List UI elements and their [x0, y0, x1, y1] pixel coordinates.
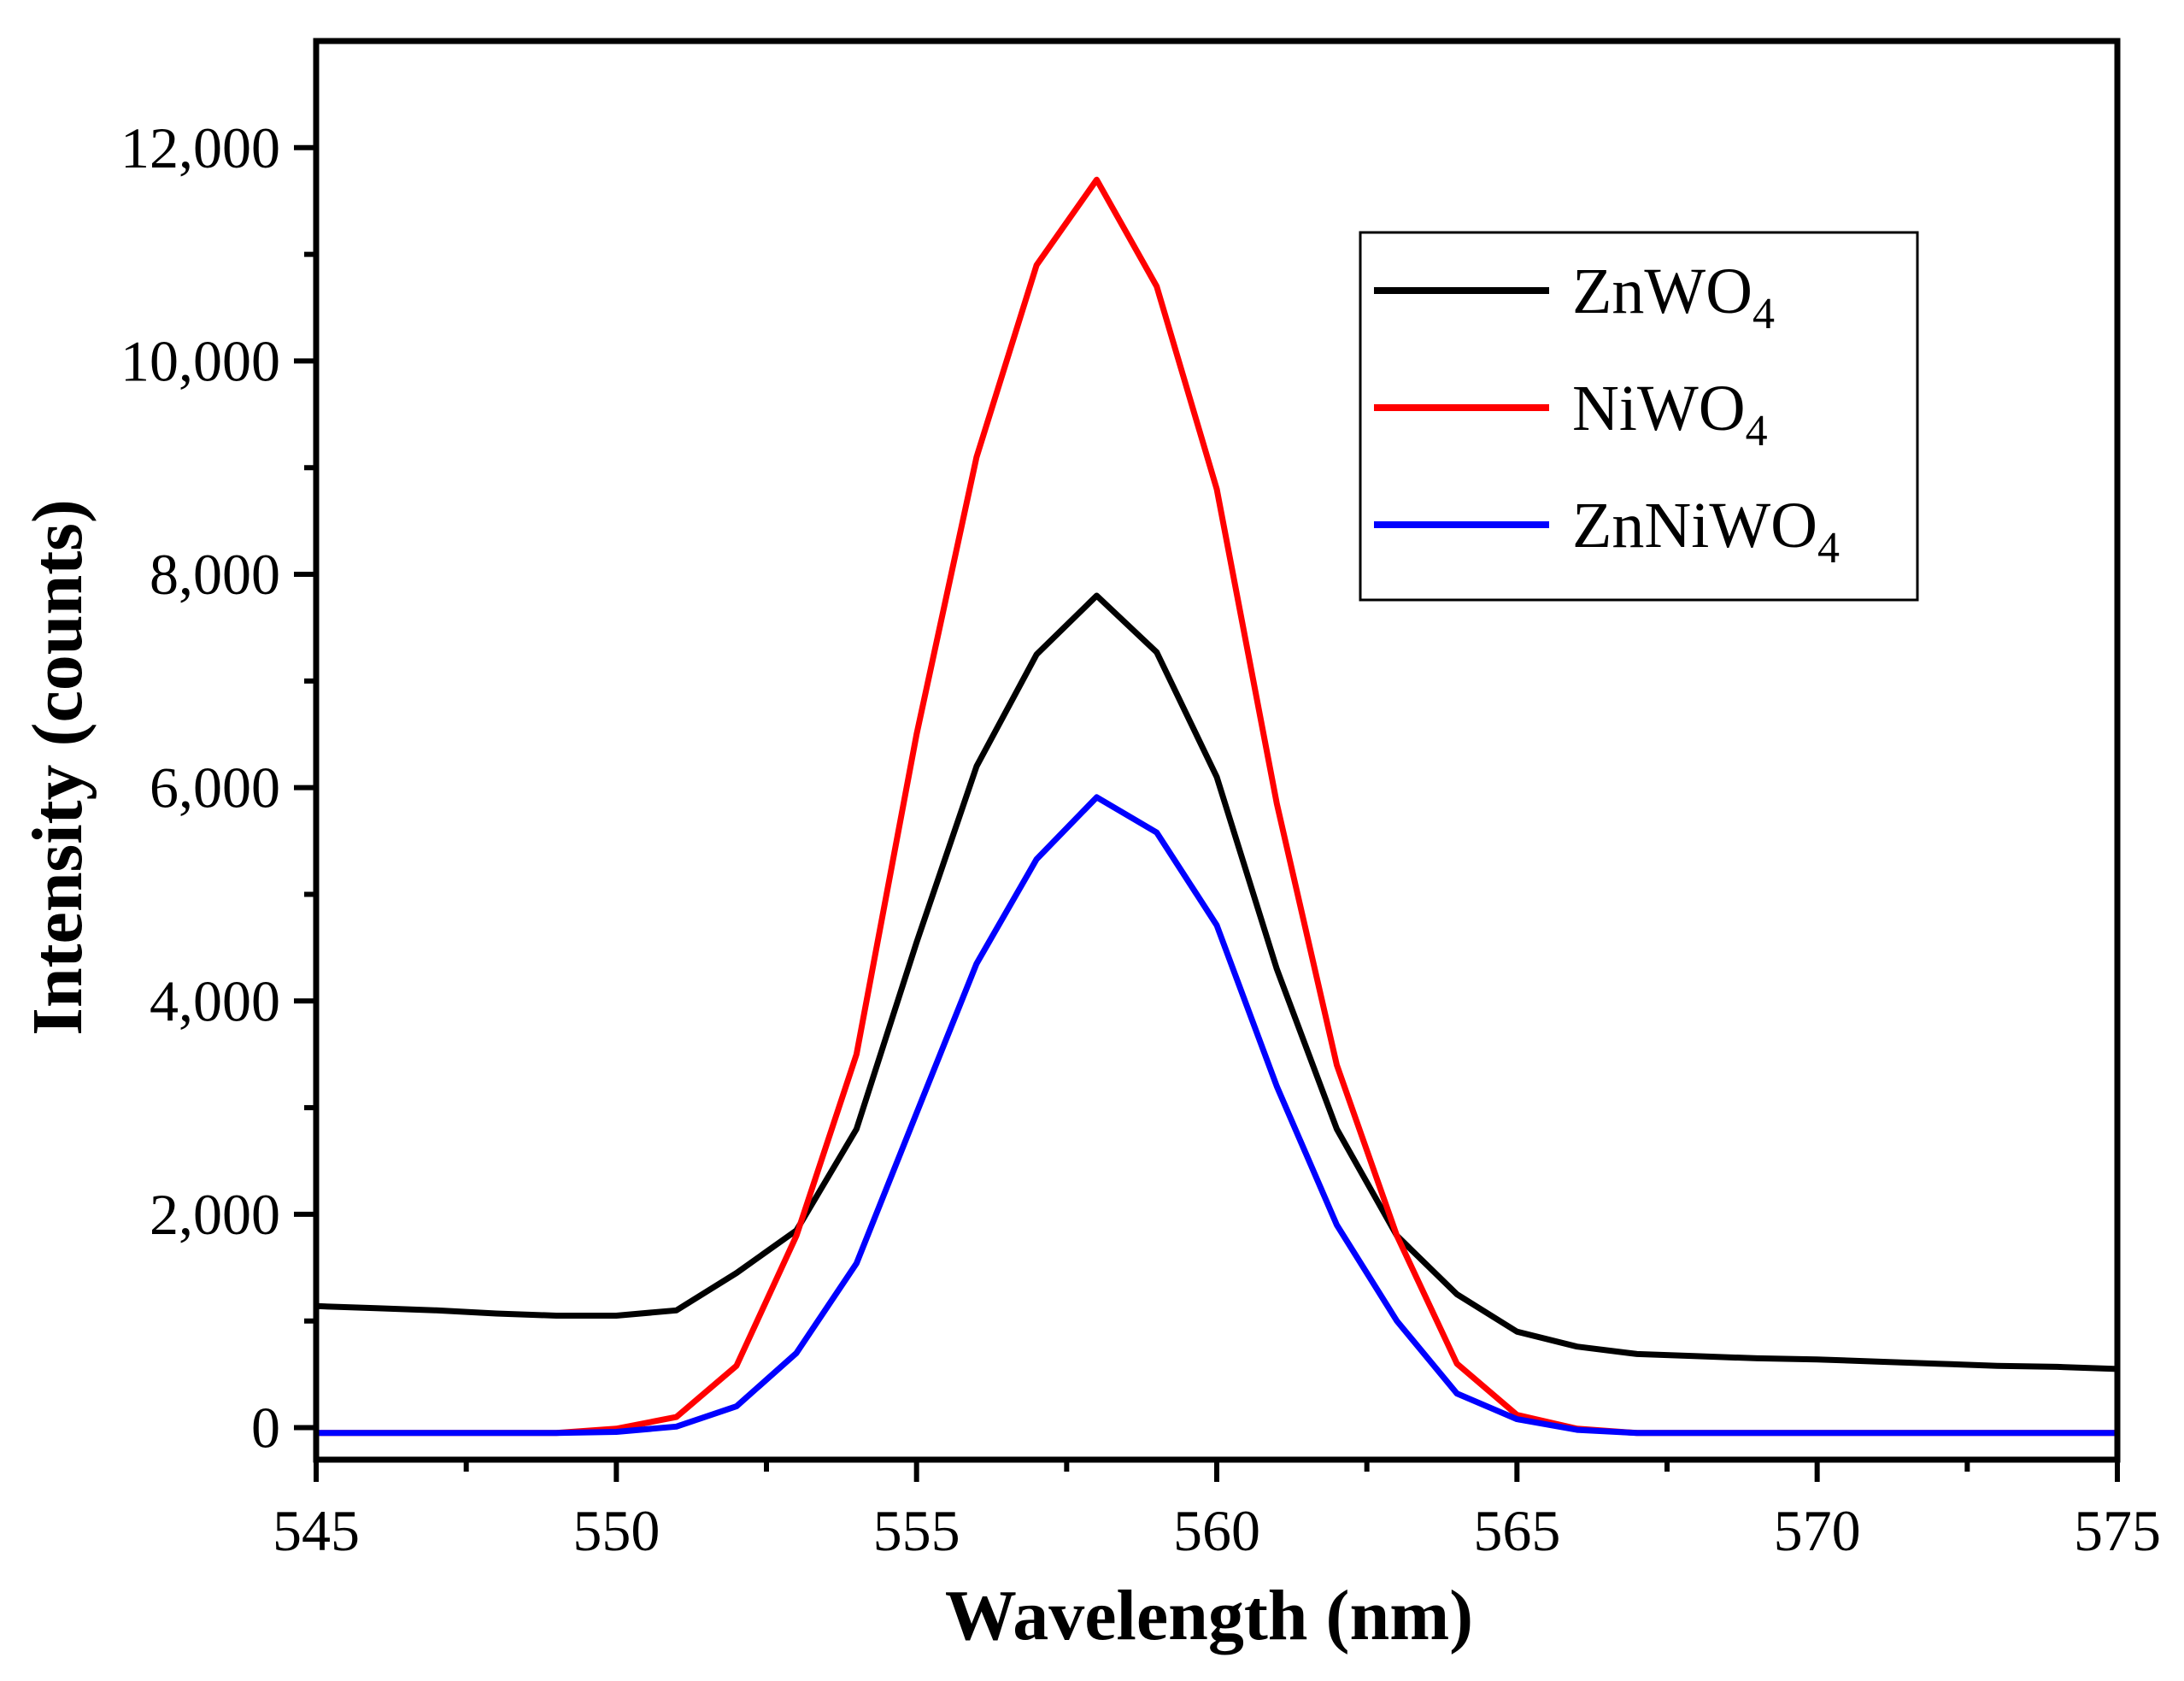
y-tick-label: 4,000: [150, 968, 280, 1033]
x-axis-title: Wavelength (nm): [945, 1576, 1473, 1655]
series-line-znniwo4: [316, 794, 2117, 1437]
series-lines: [315, 176, 2118, 1437]
y-tick-label: 8,000: [150, 542, 280, 607]
y-tick-label: 2,000: [150, 1182, 280, 1247]
x-tick-label: 550: [572, 1498, 660, 1563]
y-tick-label: 10,000: [120, 328, 280, 393]
y-tick-label: 0: [251, 1396, 280, 1461]
x-tick-label: 570: [1774, 1498, 1861, 1563]
y-axis-title: Intensity (counts): [18, 499, 97, 1036]
legend-label-znwo4: ZnWO4: [1572, 256, 1775, 338]
y-tick-label: 12,000: [120, 115, 280, 180]
legend-label-znniwo4: ZnNiWO4: [1572, 490, 1840, 573]
x-tick-label: 575: [2074, 1498, 2161, 1563]
legend-label-niwo4: NiWO4: [1572, 373, 1768, 456]
tick-labels: 545 550 555 560 565 570 575 0 2,000 4,000 6,000 8,0…: [120, 115, 2161, 1563]
plot-frame: [313, 38, 2121, 1463]
x-tick-label: 560: [1173, 1498, 1260, 1563]
x-tick-label: 555: [873, 1498, 960, 1563]
x-tick-label: 545: [273, 1498, 360, 1563]
x-tick-label: 565: [1473, 1498, 1560, 1563]
series-line-znwo4: [315, 592, 2118, 1372]
legend: ZnWO4 NiWO4 ZnNiWO4: [1359, 231, 1919, 602]
y-tick-label: 6,000: [150, 755, 280, 820]
